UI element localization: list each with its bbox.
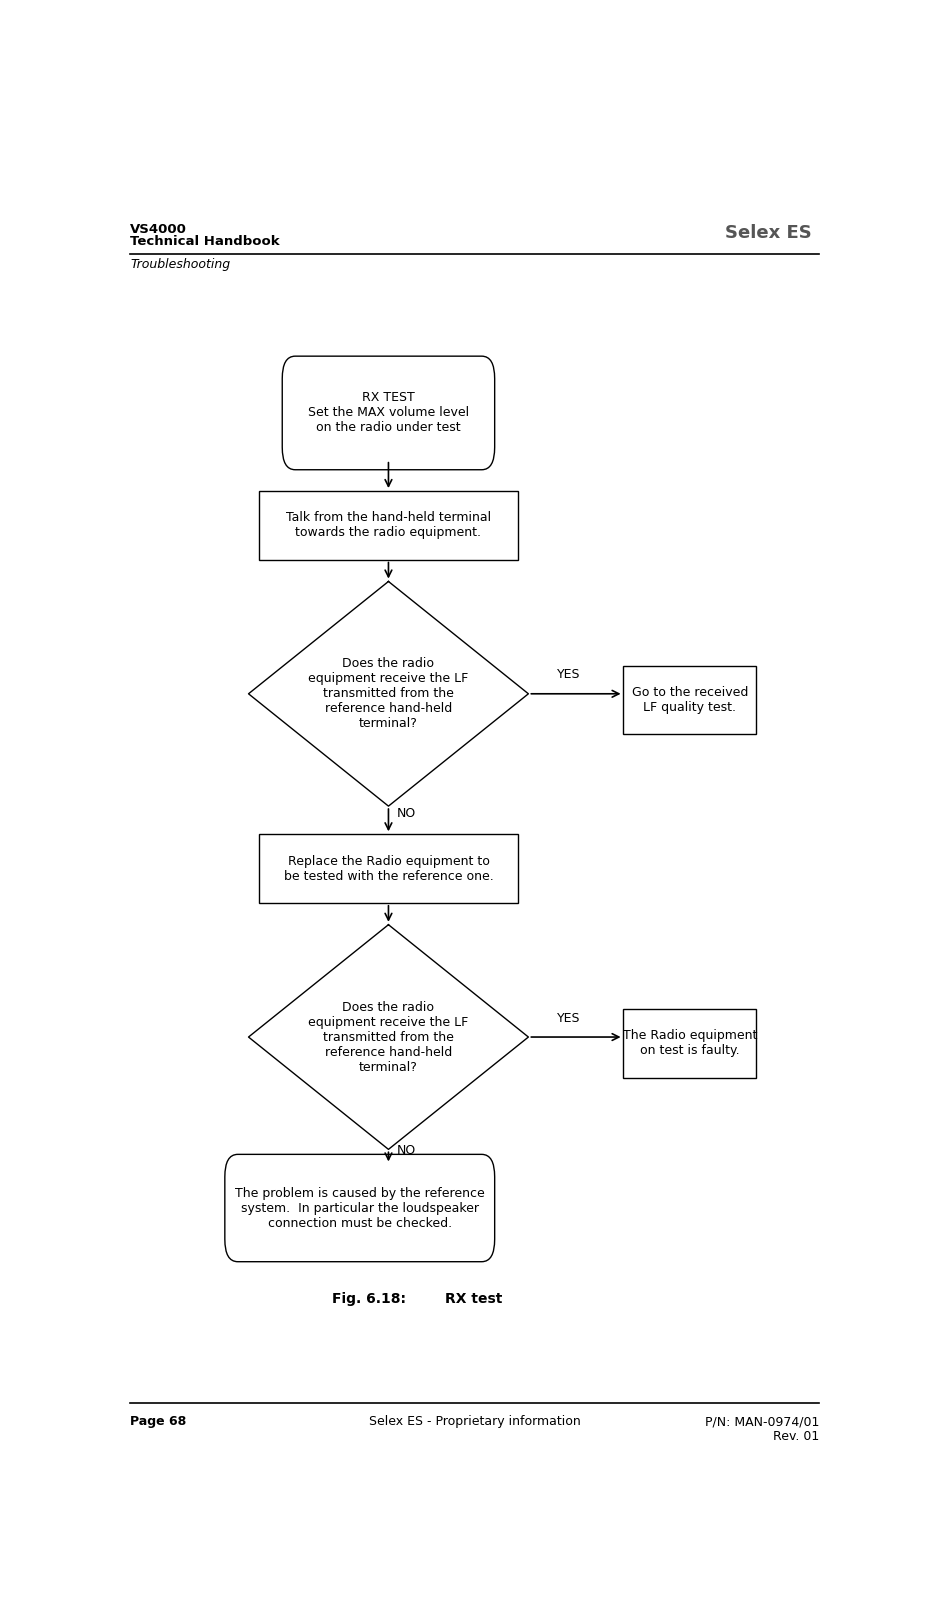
- Text: NO: NO: [397, 1144, 417, 1157]
- FancyBboxPatch shape: [623, 1008, 757, 1078]
- Text: YES: YES: [557, 668, 581, 681]
- Text: Talk from the hand-held terminal
towards the radio equipment.: Talk from the hand-held terminal towards…: [286, 511, 491, 540]
- FancyBboxPatch shape: [282, 357, 494, 470]
- Text: Replace the Radio equipment to
be tested with the reference one.: Replace the Radio equipment to be tested…: [283, 854, 494, 882]
- Text: P/N: MAN-0974/01
Rev. 01: P/N: MAN-0974/01 Rev. 01: [705, 1415, 819, 1443]
- Text: VS4000: VS4000: [130, 222, 187, 235]
- Text: Go to the received
LF quality test.: Go to the received LF quality test.: [632, 686, 748, 713]
- Text: NO: NO: [397, 807, 417, 820]
- Text: The problem is caused by the reference
system.  In particular the loudspeaker
co: The problem is caused by the reference s…: [235, 1187, 484, 1230]
- Text: Troubleshooting: Troubleshooting: [130, 258, 231, 271]
- Text: The Radio equipment
on test is faulty.: The Radio equipment on test is faulty.: [622, 1029, 757, 1057]
- FancyBboxPatch shape: [623, 666, 757, 734]
- FancyBboxPatch shape: [225, 1154, 494, 1261]
- Text: Page 68: Page 68: [130, 1415, 186, 1428]
- Text: Fig. 6.18:        RX test: Fig. 6.18: RX test: [332, 1292, 502, 1307]
- Text: Technical Handbook: Technical Handbook: [130, 235, 280, 248]
- FancyBboxPatch shape: [259, 491, 518, 559]
- Text: Selex ES: Selex ES: [725, 224, 812, 242]
- Text: Selex ES - Proprietary information: Selex ES - Proprietary information: [369, 1415, 581, 1428]
- FancyBboxPatch shape: [259, 835, 518, 903]
- Text: RX TEST
Set the MAX volume level
on the radio under test: RX TEST Set the MAX volume level on the …: [307, 391, 469, 434]
- Text: Does the radio
equipment receive the LF
transmitted from the
reference hand-held: Does the radio equipment receive the LF …: [308, 1000, 469, 1073]
- Text: YES: YES: [557, 1012, 581, 1024]
- Text: Does the radio
equipment receive the LF
transmitted from the
reference hand-held: Does the radio equipment receive the LF …: [308, 657, 469, 731]
